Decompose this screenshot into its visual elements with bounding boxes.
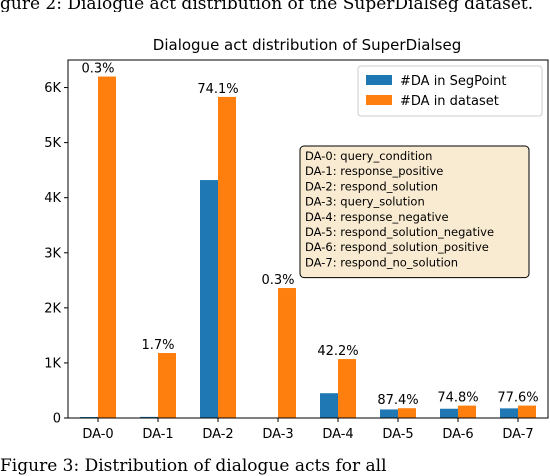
bar-da-5-series-0 bbox=[380, 409, 398, 418]
bar-da-1-series-0 bbox=[140, 416, 158, 418]
annotation-line-2: DA-2: respond_solution bbox=[305, 179, 438, 193]
x-tick-label: DA-6 bbox=[442, 427, 473, 442]
bar-da-6-series-1 bbox=[458, 405, 476, 418]
x-tick-label: DA-5 bbox=[382, 427, 413, 442]
y-tick-label: 6K bbox=[44, 81, 61, 96]
bar-label-da-0: 0.3% bbox=[81, 62, 114, 77]
bar-da-2-series-1 bbox=[218, 96, 236, 418]
annotation-line-5: DA-5: respond_solution_negative bbox=[305, 225, 494, 239]
bar-label-da-6: 74.8% bbox=[437, 391, 478, 406]
annotation-line-0: DA-0: query_condition bbox=[305, 149, 432, 163]
bar-da-7-series-1 bbox=[518, 405, 536, 418]
y-tick-label: 5K bbox=[44, 136, 61, 151]
bar-label-da-4: 42.2% bbox=[317, 344, 358, 359]
annotation-frame bbox=[299, 145, 530, 279]
x-axis: DA-0 DA-1 DA-2 DA-3 DA-4 DA-5 DA-6 DA-7 bbox=[82, 418, 534, 442]
bar-da-4-series-0 bbox=[320, 393, 338, 418]
bar-da-7-series-0 bbox=[500, 408, 518, 418]
bar-da-4-series-1 bbox=[338, 359, 356, 418]
x-tick-label: DA-0 bbox=[82, 427, 113, 442]
x-tick-label: DA-4 bbox=[322, 427, 353, 442]
legend: #DA in SegPoint #DA in dataset bbox=[357, 65, 543, 117]
legend-label-1: #DA in dataset bbox=[400, 94, 499, 109]
caption-top: gure 2: Dialogue act distribution of the… bbox=[0, 0, 534, 12]
y-tick-label: 1K bbox=[44, 356, 61, 371]
bar-da-3-series-1 bbox=[278, 288, 296, 418]
bar-label-da-2: 74.1% bbox=[197, 82, 238, 97]
y-tick-label: 4K bbox=[44, 191, 61, 206]
bar-da-1-series-1 bbox=[158, 353, 176, 418]
bar-da-6-series-0 bbox=[440, 408, 458, 418]
bar-labels-group: 0.3% 1.7% 74.1% 0.3% 42.2% 87.4% 74.8% 77.6% bbox=[81, 62, 538, 409]
y-tick-label: 3K bbox=[44, 246, 61, 261]
y-tick-label: 0 bbox=[53, 412, 61, 427]
legend-swatch-0 bbox=[366, 75, 392, 85]
caption-bottom: Figure 3: Distribution of dialogue acts … bbox=[0, 456, 387, 476]
x-tick-label: DA-3 bbox=[262, 427, 293, 442]
x-tick-label: DA-1 bbox=[142, 427, 173, 442]
y-tick-label: 2K bbox=[44, 301, 61, 316]
legend-swatch-1 bbox=[366, 95, 392, 105]
bar-da-2-series-0 bbox=[200, 180, 218, 418]
annotation-line-1: DA-1: response_positive bbox=[305, 164, 443, 178]
bar-da-5-series-1 bbox=[398, 408, 416, 418]
annotation-line-7: DA-7: respond_no_solution bbox=[305, 255, 458, 269]
plot-frame bbox=[67, 59, 549, 419]
annotation-line-4: DA-4: response_negative bbox=[305, 210, 449, 224]
legend-frame bbox=[357, 65, 543, 117]
annotation-line-3: DA-3: query_solution bbox=[305, 195, 425, 209]
bar-label-da-3: 0.3% bbox=[261, 273, 294, 288]
y-axis: 0 1K 2K 3K 4K 5K 6K bbox=[44, 81, 68, 427]
legend-label-0: #DA in SegPoint bbox=[400, 74, 506, 89]
x-tick-label: DA-7 bbox=[502, 427, 533, 442]
x-tick-label: DA-2 bbox=[202, 427, 233, 442]
bar-label-da-5: 87.4% bbox=[377, 393, 418, 408]
bar-label-da-1: 1.7% bbox=[141, 338, 174, 353]
bar-da-0-series-1 bbox=[98, 76, 116, 419]
bars-group bbox=[80, 76, 536, 419]
annotation-line-6: DA-6: respond_solution_positive bbox=[305, 240, 489, 254]
bar-label-da-7: 77.6% bbox=[497, 391, 538, 406]
chart-title: Dialogue act distribution of SuperDialse… bbox=[153, 36, 461, 54]
